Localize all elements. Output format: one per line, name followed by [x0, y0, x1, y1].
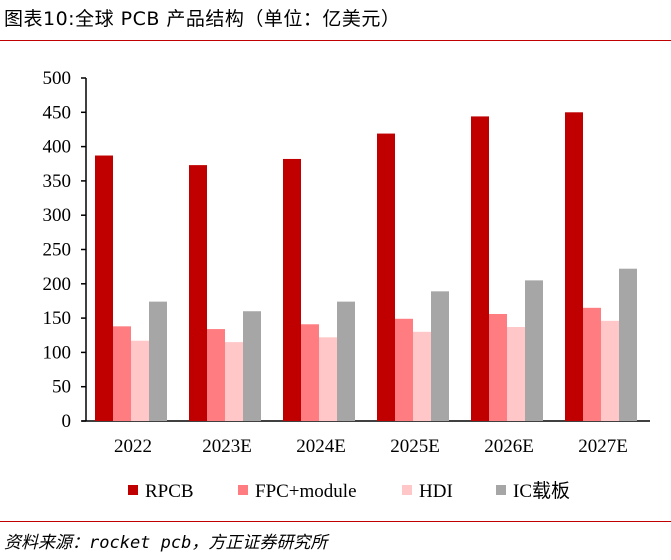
bar-hdi-2022 [131, 340, 149, 421]
bar-rpcb-2025E [377, 133, 395, 422]
legend-swatch [238, 485, 248, 495]
x-tick-label: 2027E [578, 436, 628, 457]
source-note: 资料来源：rocket pcb，方正证券研究所 [4, 533, 328, 553]
legend-label: HDI [419, 481, 453, 502]
bar-fpc-module-2024E [301, 324, 319, 421]
y-tick-label: 500 [43, 68, 72, 89]
x-tick-label: 2022 [114, 436, 152, 457]
bar-ic--2025E [431, 291, 449, 421]
bar-fpc-module-2026E [489, 313, 507, 421]
y-tick-label: 50 [52, 377, 71, 398]
legend-swatch [402, 485, 412, 495]
bar-rpcb-2023E [189, 165, 207, 421]
y-tick-label: 450 [43, 102, 72, 123]
legend-label: FPC+module [255, 481, 357, 502]
bar-hdi-2026E [507, 327, 525, 421]
bar-ic--2026E [525, 280, 543, 421]
source-divider [0, 521, 671, 522]
y-tick-label: 300 [43, 205, 72, 226]
y-tick-label: 200 [43, 274, 72, 295]
bar-chart: 0 50 100 150 200 250 300 350 400 450 500 2022 2023E 2… [43, 68, 650, 502]
y-tick-label: 400 [43, 137, 72, 158]
legend-swatch [128, 485, 138, 495]
y-tick-label: 100 [43, 342, 72, 363]
legend-label: RPCB [145, 481, 194, 502]
bar-hdi-2023E [225, 342, 243, 421]
legend-swatch [496, 485, 506, 495]
bar-fpc-module-2022 [113, 326, 131, 421]
bar-rpcb-2027E [565, 112, 583, 422]
bar-rpcb-2026E [471, 116, 489, 421]
bar-hdi-2024E [319, 337, 337, 421]
bar-rpcb-2022 [95, 155, 113, 421]
bar-rpcb-2024E [283, 158, 301, 421]
legend-label: IC载板 [513, 480, 570, 502]
y-tick-label: 250 [43, 240, 72, 261]
y-tick-label: 350 [43, 171, 72, 192]
title-divider [0, 40, 671, 41]
bar-ic--2022 [149, 301, 167, 421]
bar-hdi-2027E [601, 320, 619, 421]
x-tick-label: 2023E [202, 436, 252, 457]
chart-title: 图表10:全球 PCB 产品结构（单位：亿美元） [4, 8, 401, 30]
bar-ic--2023E [243, 311, 261, 421]
bar-fpc-module-2025E [395, 318, 413, 421]
bar-ic--2024E [337, 301, 355, 421]
bar-ic--2027E [619, 268, 637, 421]
x-tick-label: 2026E [484, 436, 534, 457]
x-tick-label: 2025E [390, 436, 440, 457]
bar-hdi-2025E [413, 331, 431, 421]
x-tick-label: 2024E [296, 436, 346, 457]
y-tick-label: 0 [62, 411, 72, 432]
bar-fpc-module-2027E [583, 307, 601, 421]
bar-fpc-module-2023E [207, 329, 225, 421]
y-tick-label: 150 [43, 308, 72, 329]
